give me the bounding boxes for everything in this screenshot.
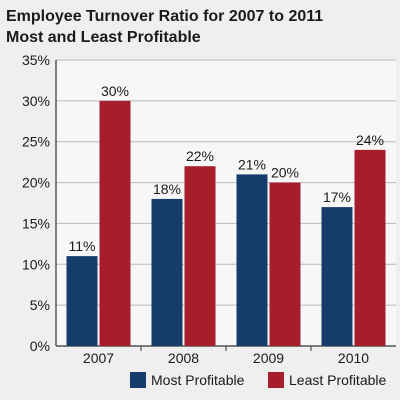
legend-swatch — [268, 372, 284, 388]
data-label: 20% — [271, 165, 299, 181]
x-tick-label: 2009 — [253, 350, 284, 366]
y-tick-label: 15% — [22, 215, 50, 231]
data-label: 21% — [238, 156, 266, 172]
legend-label: Least Profitable — [289, 372, 386, 388]
y-tick-label: 25% — [22, 134, 50, 150]
y-tick-label: 35% — [22, 52, 50, 68]
chart-subtitle: Most and Least Profitable — [6, 29, 201, 46]
bar — [151, 198, 183, 346]
chart-title-block: Employee Turnover Ratio for 2007 to 2011… — [6, 6, 396, 48]
x-tick-label: 2010 — [338, 350, 369, 366]
y-tick-label: 5% — [30, 297, 50, 313]
data-label: 30% — [101, 83, 129, 99]
bar — [184, 166, 216, 346]
legend-label: Most Profitable — [151, 372, 245, 388]
bar — [66, 256, 98, 346]
x-tick-label: 2007 — [83, 350, 114, 366]
y-tick-label: 0% — [30, 338, 50, 354]
x-tick-label: 2008 — [168, 350, 199, 366]
data-label: 18% — [153, 181, 181, 197]
data-label: 11% — [69, 238, 96, 254]
bar — [236, 174, 268, 346]
bar — [321, 207, 353, 346]
bar — [354, 149, 386, 346]
y-tick-label: 20% — [22, 175, 50, 191]
y-tick-label: 10% — [22, 256, 50, 272]
legend-swatch — [130, 372, 146, 388]
chart-title: Employee Turnover Ratio for 2007 to 2011 — [6, 8, 324, 25]
bar — [269, 182, 301, 346]
y-tick-label: 30% — [22, 93, 50, 109]
data-label: 24% — [356, 132, 384, 148]
bar — [99, 100, 131, 346]
data-label: 22% — [186, 148, 214, 164]
data-label: 17% — [323, 189, 351, 205]
